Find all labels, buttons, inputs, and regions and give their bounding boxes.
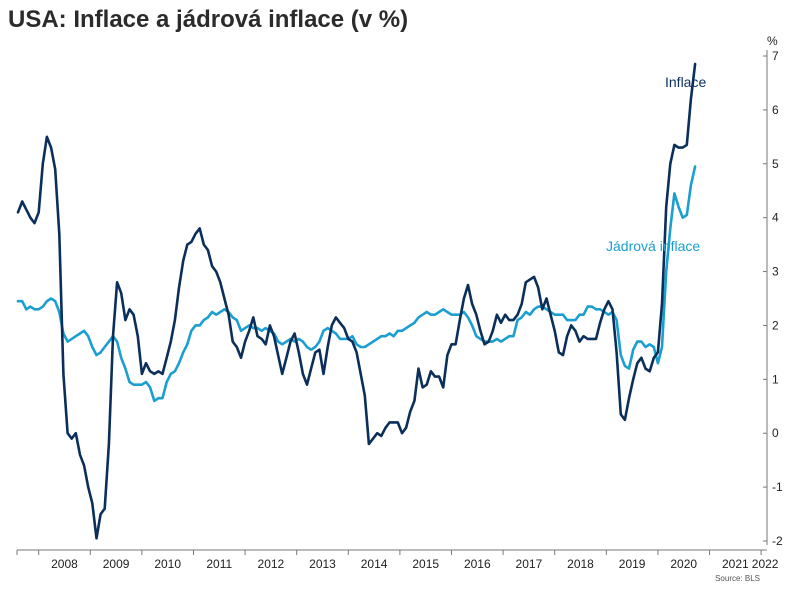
chart-title: USA: Inflace a jádrová inflace (v %) (8, 6, 409, 33)
series-layer (16, 62, 697, 540)
x-tick-label: 2017 (516, 557, 543, 571)
y-tick-label: -2 (772, 534, 783, 548)
x-tick-label: 2019 (619, 557, 646, 571)
series-line-core (16, 165, 697, 403)
y-tick-label: 0 (772, 426, 779, 440)
x-tick-label: 2014 (361, 557, 388, 571)
x-tick-label: 2022 (752, 557, 779, 571)
x-tick-label: 2020 (670, 557, 697, 571)
y-tick-label: 3 (772, 265, 779, 279)
y-tick-label: -1 (772, 480, 783, 494)
y-tick-label: 6 (772, 103, 779, 117)
x-tick-label: 2013 (309, 557, 336, 571)
x-tick-label: 2016 (464, 557, 491, 571)
x-tick-label: 2015 (412, 557, 439, 571)
x-axis: 2008 2009 2010 2011 2012 2013 2014 2015 2016 2017… (16, 549, 779, 571)
y-tick-label: 2 (772, 318, 779, 332)
x-tick-label: 2008 (51, 557, 78, 571)
x-tick-label: 2009 (103, 557, 130, 571)
x-tick-label: 2021 (722, 557, 749, 571)
series-label-headline: Inflace (665, 74, 706, 90)
series-label-core: Jádrová inflace (606, 238, 700, 254)
x-tick-label: 2010 (154, 557, 181, 571)
x-tick-label: 2012 (258, 557, 285, 571)
source-note: Source: BLS (715, 574, 760, 583)
x-tick-label: 2018 (567, 557, 594, 571)
y-tick-label: 1 (772, 372, 779, 386)
series-line-headline (16, 62, 697, 540)
y-tick-label: 4 (772, 211, 779, 225)
y-unit-label: % (767, 34, 778, 48)
y-axis: -2 -1 0 1 2 3 4 5 6 7 (763, 49, 783, 548)
y-tick-label: 5 (772, 157, 779, 171)
y-tick-label: 7 (772, 49, 779, 63)
x-tick-label: 2011 (206, 557, 232, 571)
